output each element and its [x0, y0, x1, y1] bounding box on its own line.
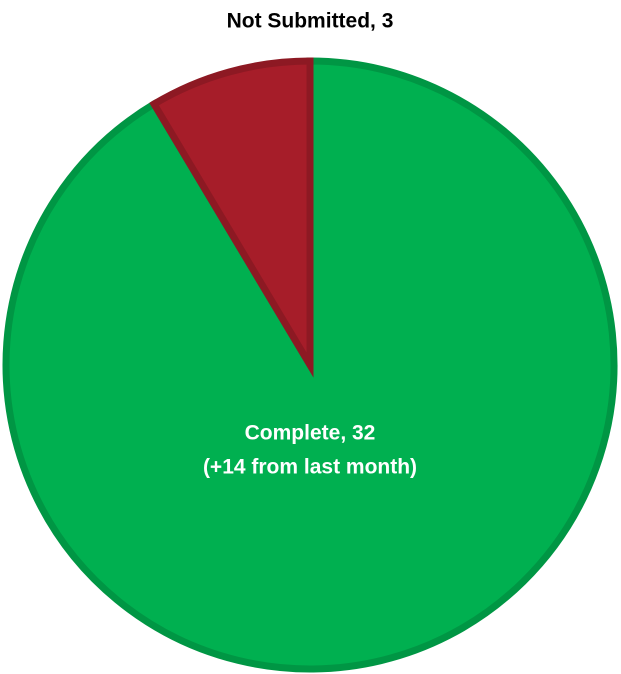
data-label: Not Submitted, 3 [227, 10, 394, 33]
data-label: Complete, 32 [245, 422, 376, 445]
pie-slice [149, 57, 314, 378]
annotation: (+14 from last month) [203, 456, 417, 479]
pie [2, 57, 618, 673]
